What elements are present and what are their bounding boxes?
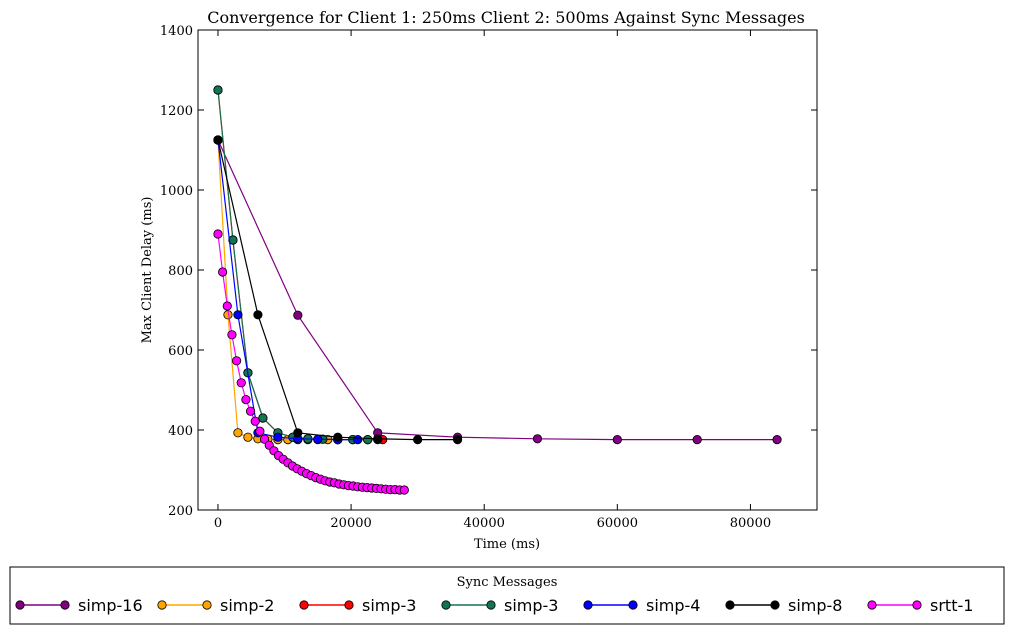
data-point	[363, 434, 373, 445]
data-point	[227, 330, 237, 340]
data-point	[218, 267, 228, 277]
legend-entry: simp-8	[725, 596, 842, 615]
x-tick-label: 0	[214, 516, 222, 531]
legend-marker	[628, 600, 638, 610]
legend-marker	[912, 600, 922, 610]
x-tick-label: 20000	[330, 516, 371, 531]
data-point	[313, 434, 323, 444]
data-point	[293, 310, 303, 320]
legend-marker	[299, 600, 309, 610]
legend-entry: srtt-1	[867, 596, 973, 615]
data-point	[236, 378, 246, 388]
data-point	[213, 229, 223, 239]
y-tick-label: 1400	[160, 24, 193, 39]
x-tick-label: 80000	[730, 516, 771, 531]
axis-ticks: 0 20000 40000 60000 80000 200 400 600 800 1000 120…	[160, 24, 817, 531]
y-tick-label: 800	[168, 264, 193, 279]
x-axis-title: Time (ms)	[474, 537, 540, 552]
data-point	[250, 416, 260, 426]
data-point	[772, 434, 782, 445]
legend-label: simp-8	[788, 596, 842, 615]
y-tick-label: 200	[168, 504, 193, 519]
series-srtt-1-6	[213, 229, 409, 495]
data-point	[253, 310, 263, 320]
data-point	[232, 356, 242, 366]
y-tick-label: 1200	[160, 104, 193, 119]
series-simp-8-5	[213, 135, 463, 445]
legend-items: simp-16 simp-2 simp-3 simp-3 simp-4 simp-8 srt…	[15, 596, 973, 615]
data-point	[222, 301, 232, 311]
legend-marker	[441, 600, 451, 610]
data-point	[273, 432, 283, 442]
legend-marker	[486, 600, 496, 610]
legend-marker	[867, 600, 877, 610]
legend-entry: simp-4	[583, 596, 700, 615]
chart-title: Convergence for Client 1: 250ms Client 2…	[207, 8, 805, 27]
data-point	[353, 434, 363, 445]
legend-label: srtt-1	[930, 596, 973, 615]
series-layer	[213, 85, 782, 495]
legend-label: simp-16	[78, 596, 143, 615]
data-point	[243, 432, 253, 442]
series-line	[217, 139, 778, 441]
data-point	[258, 413, 268, 423]
legend-marker	[202, 600, 212, 610]
legend-entry: simp-16	[15, 596, 143, 615]
y-tick-label: 1000	[160, 184, 193, 199]
legend-entry: simp-3	[299, 596, 416, 615]
data-point	[399, 485, 409, 495]
legend-title: Sync Messages	[457, 575, 558, 590]
data-point	[241, 394, 251, 405]
x-tick-label: 60000	[597, 516, 638, 531]
legend-label: simp-4	[646, 596, 700, 615]
legend-entry: simp-3	[441, 596, 558, 615]
y-axis-title: Max Client Delay (ms)	[140, 197, 155, 344]
y-tick-label: 400	[168, 424, 193, 439]
data-point	[612, 434, 622, 445]
legend-marker	[15, 600, 25, 610]
legend-frame	[9, 566, 1005, 625]
legend-marker	[583, 600, 593, 610]
data-point	[233, 310, 243, 320]
data-point	[259, 434, 270, 444]
data-point	[245, 406, 256, 416]
legend-entry: simp-2	[157, 596, 274, 615]
legend-label: simp-3	[504, 596, 558, 615]
data-point	[373, 434, 383, 444]
legend-label: simp-3	[362, 596, 416, 615]
data-point	[333, 432, 343, 442]
data-point	[293, 428, 303, 438]
legend-marker	[60, 600, 70, 610]
data-point	[255, 426, 265, 436]
legend-marker	[725, 600, 735, 610]
legend-marker	[157, 600, 167, 610]
legend-marker	[770, 600, 780, 610]
data-point	[213, 135, 223, 145]
data-point	[213, 85, 223, 95]
x-tick-label: 40000	[464, 516, 505, 531]
data-point	[233, 428, 243, 438]
legend-label: simp-2	[220, 596, 274, 615]
data-point	[452, 434, 463, 445]
legend-marker	[344, 600, 354, 610]
y-tick-label: 600	[168, 344, 193, 359]
data-point	[228, 235, 238, 245]
data-point	[692, 434, 702, 445]
data-point	[413, 434, 423, 445]
data-point	[532, 434, 543, 444]
